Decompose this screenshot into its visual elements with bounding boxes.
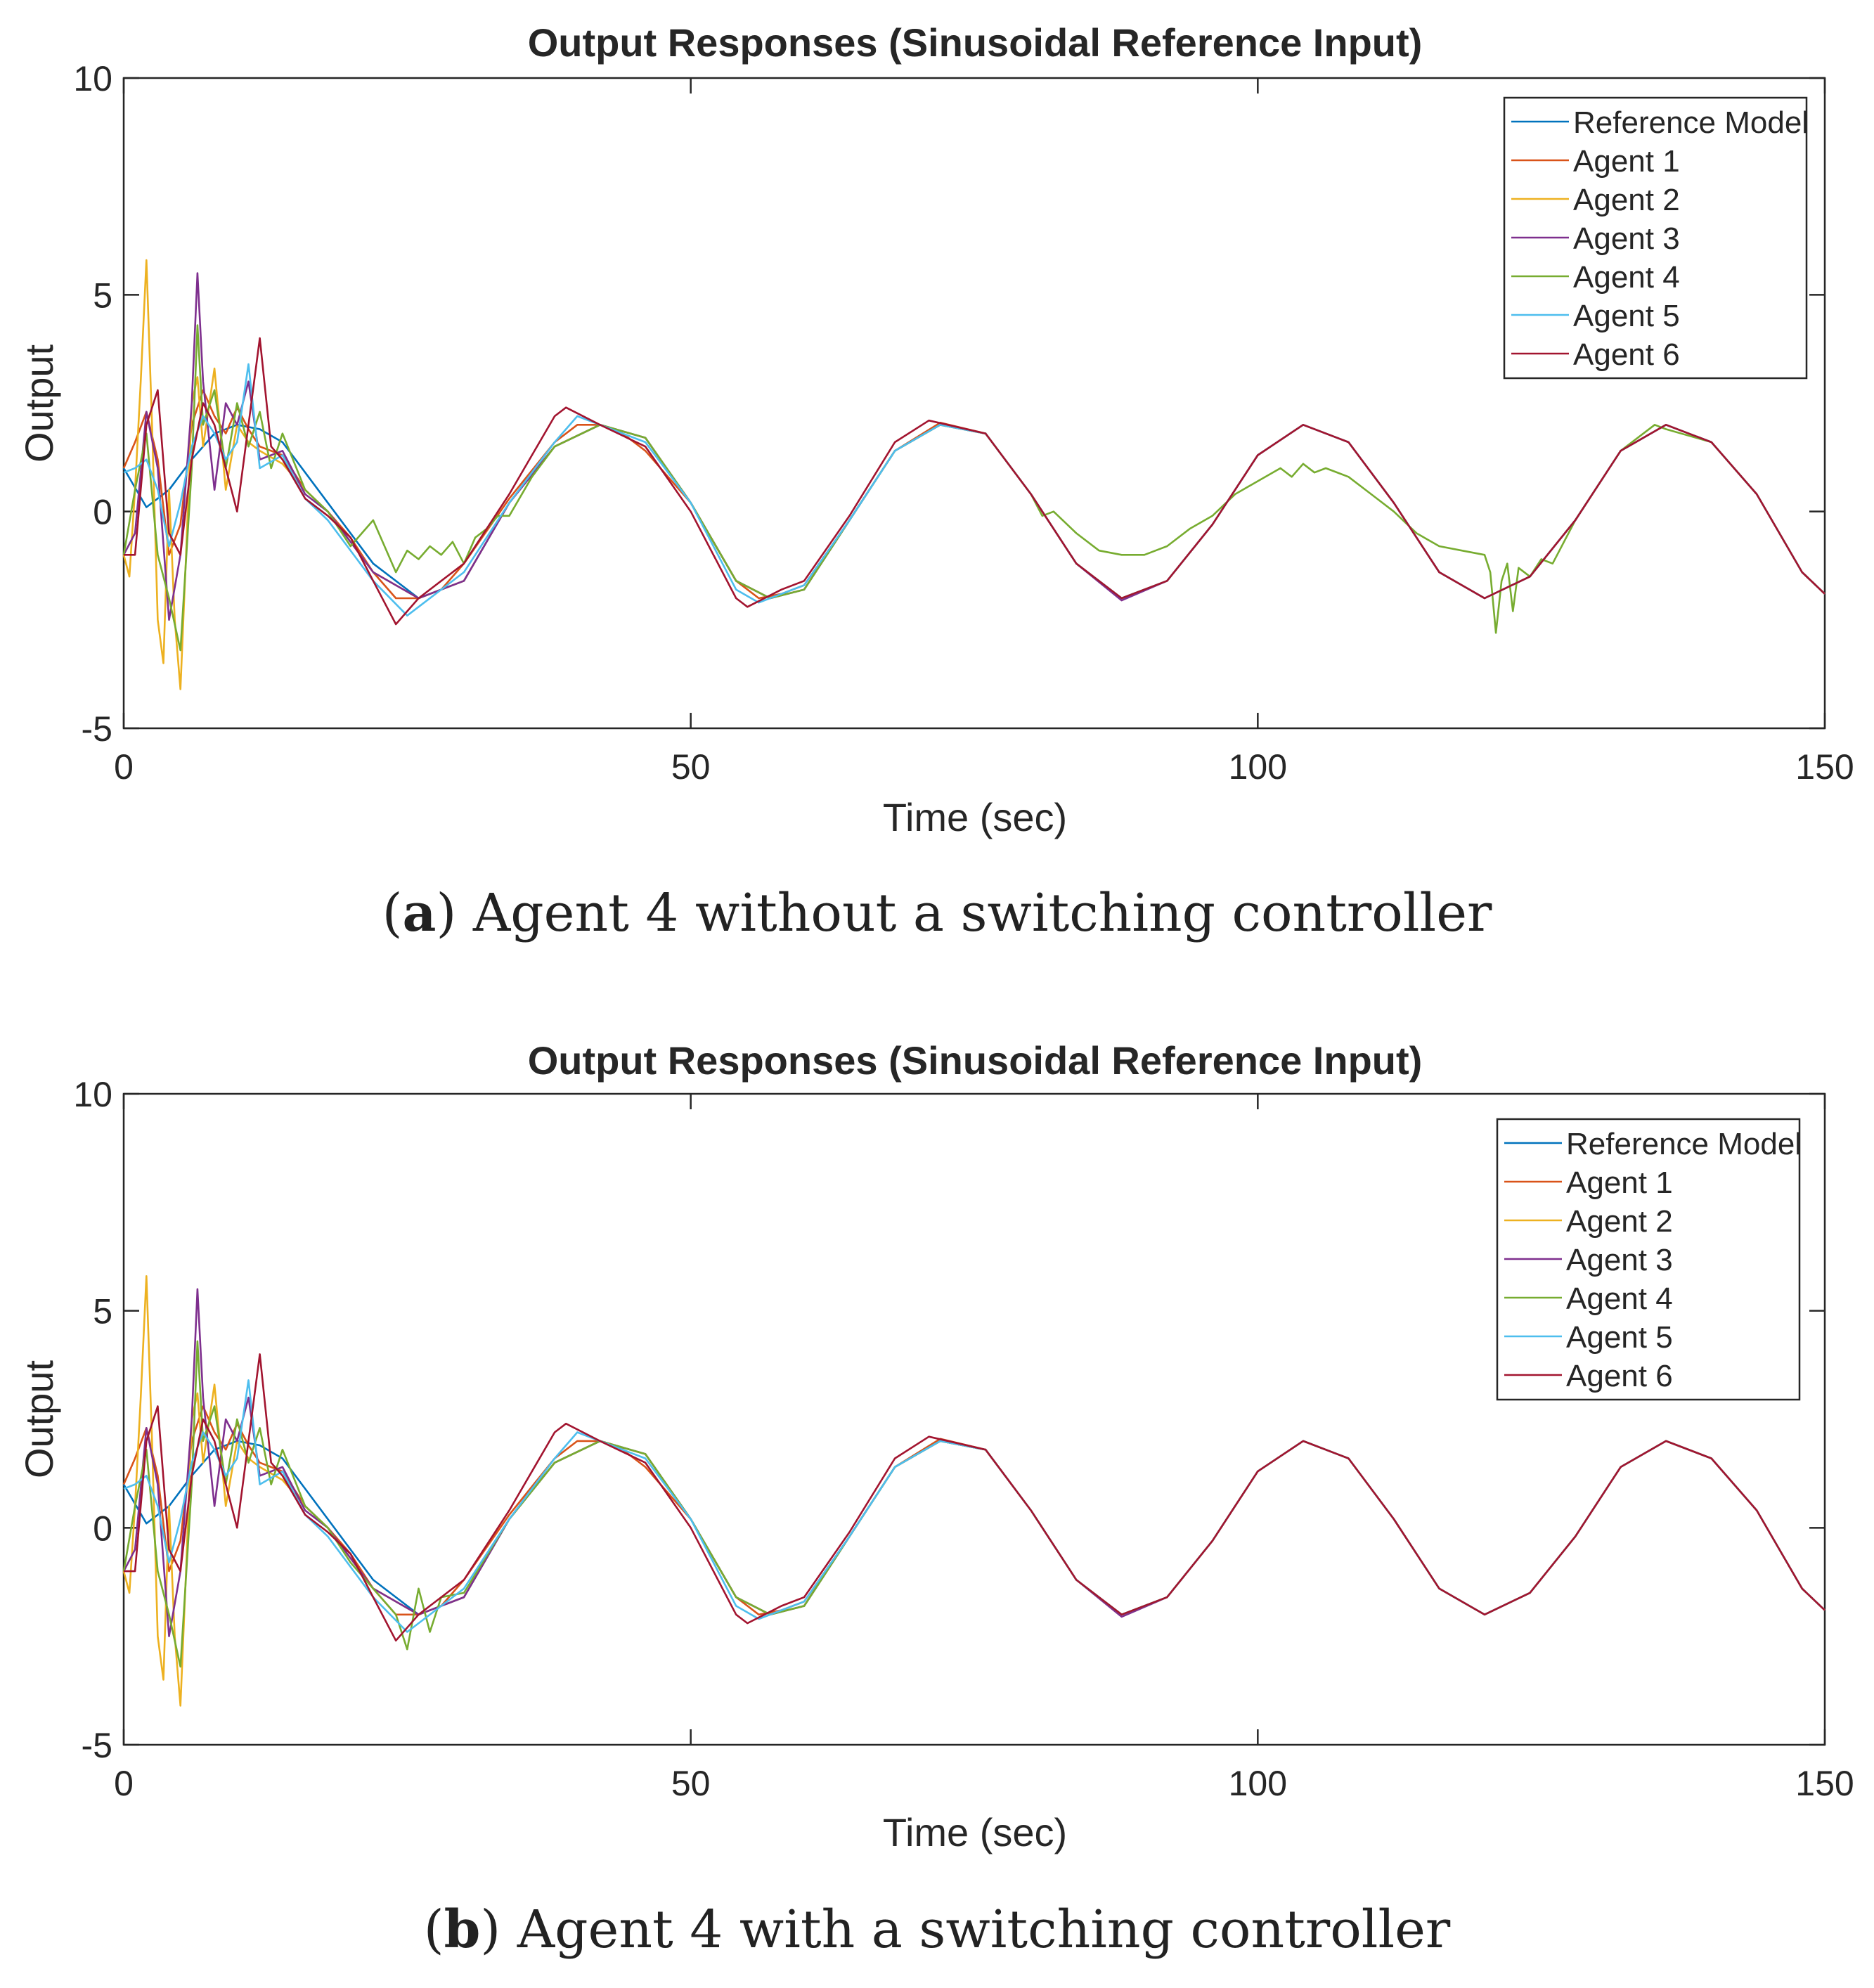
legend-entry: Agent 2 <box>1573 183 1680 217</box>
legend: Reference Model Agent 1 Agent 2 Agent 3 Agen… <box>1503 96 1809 380</box>
y-axis-label: Output <box>17 344 61 463</box>
series-lines <box>122 1275 1825 1707</box>
legend-entry: Agent 6 <box>1573 337 1680 372</box>
y-tick-label: 5 <box>93 276 112 315</box>
y-tick-label: 10 <box>73 59 112 98</box>
y-tick-label: -5 <box>82 709 112 749</box>
series-lines <box>122 259 1825 690</box>
series-line-agent6 <box>124 337 1825 626</box>
legend-entry: Agent 1 <box>1573 144 1680 179</box>
legend-entry: Agent 4 <box>1573 260 1680 295</box>
x-tick-label: 100 <box>1229 747 1287 787</box>
series-line-agent6 <box>124 1353 1825 1642</box>
x-tick-label: 0 <box>114 1764 134 1803</box>
y-tick-label: 0 <box>93 493 112 532</box>
chart-panel-a: Output Responses (Sinusoidal Reference I… <box>17 20 1854 839</box>
chart-panel-b: Output Responses (Sinusoidal Reference I… <box>17 1038 1854 1854</box>
legend-entry: Agent 3 <box>1566 1243 1673 1277</box>
caption-b: (b) Agent 4 with a switching controller <box>423 1899 1451 1960</box>
chart-title: Output Responses (Sinusoidal Reference I… <box>528 1038 1423 1083</box>
legend-entry: Agent 2 <box>1566 1204 1673 1239</box>
y-axis: -5 0 5 10 <box>73 1075 1825 1765</box>
legend-entry: Agent 3 <box>1573 221 1680 256</box>
caption-text: Agent 4 without a switching controller <box>472 883 1492 943</box>
legend-entry: Agent 4 <box>1566 1282 1673 1316</box>
y-tick-label: 0 <box>93 1509 112 1548</box>
caption-label: a <box>402 883 437 943</box>
legend-entry: Agent 1 <box>1566 1166 1673 1200</box>
y-tick-label: 5 <box>93 1292 112 1331</box>
y-tick-label: -5 <box>82 1726 112 1765</box>
x-axis-label: Time (sec) <box>883 1810 1067 1854</box>
legend-entry: Reference Model <box>1566 1127 1802 1161</box>
caption-label: b <box>444 1899 481 1960</box>
x-axis: 0 50 100 150 <box>114 78 1854 787</box>
x-tick-label: 150 <box>1795 747 1854 787</box>
chart-title: Output Responses (Sinusoidal Reference I… <box>528 20 1423 65</box>
x-tick-label: 100 <box>1229 1764 1287 1803</box>
caption-text: Agent 4 with a switching controller <box>517 1899 1451 1960</box>
y-axis: -5 0 5 10 <box>73 59 1825 749</box>
x-tick-label: 0 <box>114 747 134 787</box>
x-axis-label: Time (sec) <box>883 795 1067 839</box>
x-tick-label: 50 <box>671 747 711 787</box>
x-axis: 0 50 100 150 <box>114 1094 1854 1803</box>
y-tick-label: 10 <box>73 1075 112 1114</box>
legend: Reference Model Agent 1 Agent 2 Agent 3 Agen… <box>1496 1118 1802 1401</box>
legend-entry: Reference Model <box>1573 105 1809 140</box>
caption-a: (a) Agent 4 without a switching controll… <box>382 883 1492 943</box>
x-tick-label: 150 <box>1795 1764 1854 1803</box>
x-tick-label: 50 <box>671 1764 711 1803</box>
legend-entry: Agent 5 <box>1566 1320 1673 1355</box>
legend-entry: Agent 5 <box>1573 299 1680 333</box>
legend-entry: Agent 6 <box>1566 1359 1673 1393</box>
y-axis-label: Output <box>17 1360 61 1479</box>
